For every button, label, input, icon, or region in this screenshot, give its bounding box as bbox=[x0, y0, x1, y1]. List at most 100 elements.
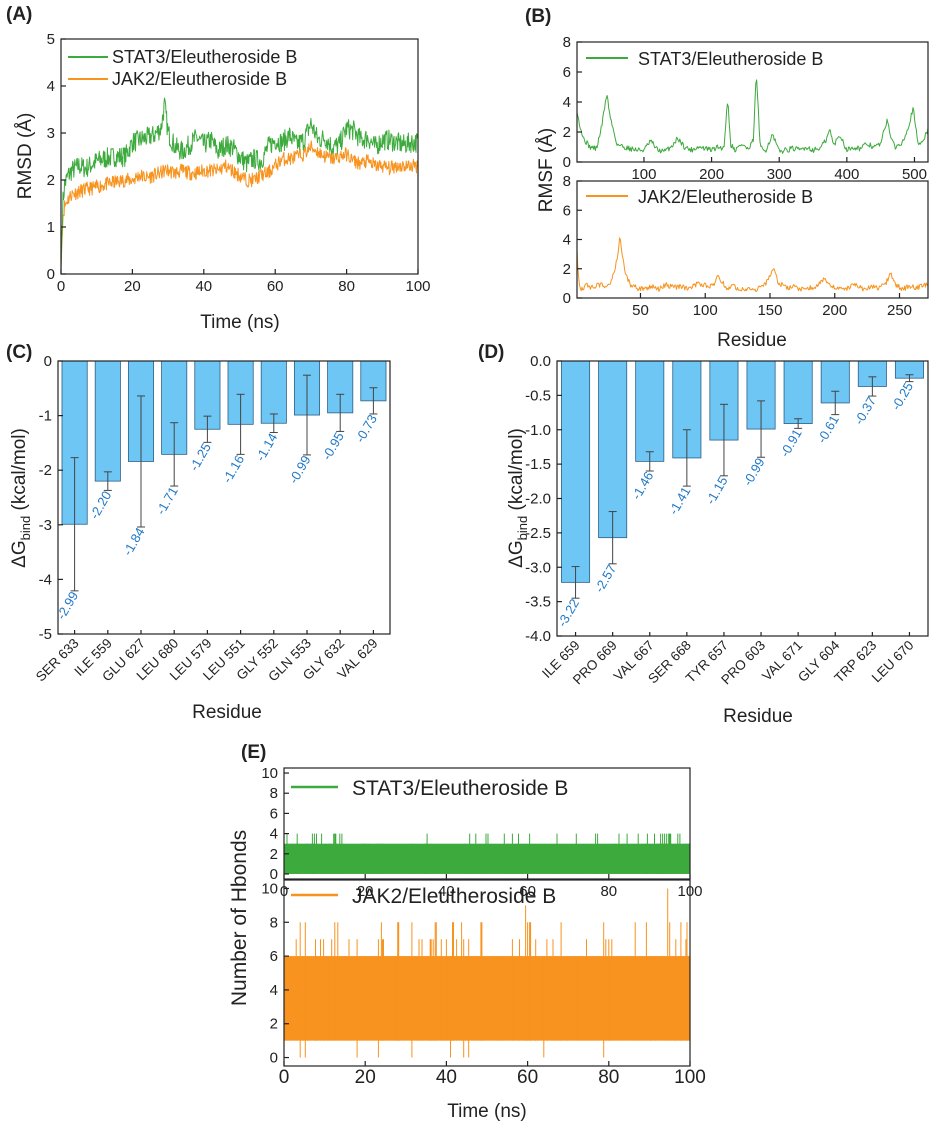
panel-c-binding-energy-chart: -2.99-2.20-1.84-1.71-1.25 -1.16-1.14-0.99… bbox=[9, 353, 391, 723]
panel-b-1-xtick-label: 50 bbox=[632, 302, 649, 319]
panel-b-1-ytick-label: 6 bbox=[563, 202, 571, 219]
panel-d-binding-energy-chart: -3.22-2.57-1.46 -1.41 -1.15-0.99-0.91 -0.61… bbox=[506, 353, 929, 727]
panel-c-value-label: -1.84 bbox=[120, 525, 148, 558]
panel-e-0-xtick-label: 80 bbox=[600, 883, 617, 900]
panel-a-plot-area bbox=[60, 97, 419, 270]
panel-c-value-label: -1.71 bbox=[153, 484, 181, 517]
panel-b-legend-top: STAT3/Eleutheroside B bbox=[586, 49, 823, 69]
panel-b-1-xtick-label: 150 bbox=[757, 302, 782, 319]
panel-b-0-xtick-label: 300 bbox=[767, 166, 792, 183]
panel-b-bottom-axes: 50 100 150 200 250 0 2 4 6 8 bbox=[563, 173, 912, 319]
panel-d-ytick-label: -1.5 bbox=[525, 456, 551, 473]
panel-a-xtick-label: 60 bbox=[267, 278, 284, 295]
panel-a-axes: 0 20 40 60 80 100 0 1 2 3 4 5 bbox=[47, 31, 431, 295]
panel-d-bars: -3.22-2.57-1.46 -1.41 -1.15-0.99-0.91 -0.61… bbox=[554, 360, 924, 629]
panel-c-bars: -2.99-2.20-1.84-1.71-1.25 -1.16-1.14-0.99… bbox=[53, 360, 387, 622]
legend-label-jak2-e: JAK2/Eleutheroside B bbox=[352, 885, 556, 908]
panel-e-1-xtick-label: 20 bbox=[355, 1067, 376, 1088]
panel-e-1-xtick-label: 40 bbox=[436, 1067, 457, 1088]
panel-e-1-ytick-label: 6 bbox=[270, 948, 278, 965]
panel-d-value-label: -0.25 bbox=[888, 380, 916, 413]
panel-e-bottom-axes: 0 20 40 60 80 100 0 2 4 6 8 10 bbox=[261, 880, 706, 1088]
panel-e-0-ytick-label: 6 bbox=[270, 805, 278, 822]
panel-a-legend: STAT3/Eleutheroside B JAK2/Eleutheroside… bbox=[68, 47, 297, 89]
panel-e-0-ytick-label: 10 bbox=[261, 765, 278, 782]
panel-e-top-frame bbox=[283, 767, 691, 880]
panel-b-0-ytick-label: 8 bbox=[563, 34, 571, 51]
panel-d-ytick-label: -3.0 bbox=[525, 559, 551, 576]
series-jak2-rmsd-line bbox=[60, 140, 419, 270]
panel-e-1-xtick-label: 60 bbox=[517, 1067, 538, 1088]
panel-d-ylabel: ΔGbind (kcal/mol) bbox=[506, 428, 530, 568]
panel-c-ylabel: ΔGbind (kcal/mol) bbox=[9, 428, 33, 568]
panel-e-legend-bottom: JAK2/Eleutheroside B bbox=[291, 885, 556, 908]
panel-e-1-ytick-label: 10 bbox=[261, 880, 278, 897]
panel-e-0-ytick-label: 2 bbox=[270, 846, 278, 863]
panel-c-value-label: -0.99 bbox=[286, 453, 314, 486]
panel-c-ytick-label: -2 bbox=[39, 462, 52, 479]
panel-b-0-ytick-label: 2 bbox=[563, 124, 571, 141]
panel-d-value-label: -0.37 bbox=[851, 394, 879, 427]
panel-b-top-plot-area bbox=[576, 79, 929, 154]
panel-b-1-xtick-label: 100 bbox=[693, 302, 718, 319]
panel-d-bar bbox=[783, 360, 813, 424]
panel-e-0-ytick-label: 8 bbox=[270, 785, 278, 802]
panel-b-1-ytick-label: 0 bbox=[563, 290, 571, 307]
hbond-band-0 bbox=[284, 843, 690, 874]
panel-e-1-xtick-label: 100 bbox=[674, 1067, 706, 1088]
panel-label-c: (C) bbox=[6, 342, 32, 363]
panel-b-legend-bottom: JAK2/Eleutheroside B bbox=[586, 187, 813, 207]
panel-e-0-xtick-label: 40 bbox=[438, 883, 455, 900]
panel-c-value-label: -1.16 bbox=[219, 452, 247, 485]
panel-c-value-label: -1.14 bbox=[253, 431, 281, 464]
panel-label-e: (E) bbox=[241, 742, 266, 763]
panel-b-0-ytick-label: 6 bbox=[563, 64, 571, 81]
panel-e-0-xtick-label: 60 bbox=[519, 883, 536, 900]
panel-e-bottom-frame bbox=[283, 879, 691, 1067]
panel-a-xtick-label: 0 bbox=[57, 278, 65, 295]
panel-b-0-ytick-label: 0 bbox=[563, 154, 571, 171]
panel-d-ytick-label: -3.5 bbox=[525, 594, 551, 611]
panel-c-ytick-label: -5 bbox=[39, 626, 52, 643]
series-stat3-rmsd-line bbox=[60, 97, 419, 270]
panel-b-0-xtick-label: 400 bbox=[834, 166, 859, 183]
panel-b-0-xtick-label: 200 bbox=[699, 166, 724, 183]
panel-e-0-ytick-label: 4 bbox=[270, 826, 278, 843]
panel-b-xlabel: Residue bbox=[717, 330, 787, 351]
panel-e-bottom-plot-area bbox=[283, 888, 690, 1058]
panel-d-xlabel: Residue bbox=[723, 706, 793, 727]
panel-b-1-ytick-label: 2 bbox=[563, 261, 571, 278]
panel-d-value-label: -0.91 bbox=[777, 426, 805, 459]
panel-a-ytick-label: 3 bbox=[47, 125, 55, 142]
legend-label-jak2: JAK2/Eleutheroside B bbox=[112, 69, 287, 89]
panel-c-frame bbox=[57, 360, 391, 635]
legend-label-stat3-e: STAT3/Eleutheroside B bbox=[352, 777, 568, 800]
legend-label-stat3: STAT3/Eleutheroside B bbox=[112, 47, 297, 67]
panel-b-0-xtick-label: 500 bbox=[902, 166, 927, 183]
panel-a-xlabel: Time (ns) bbox=[200, 312, 280, 333]
panel-e-1-ytick-label: 2 bbox=[270, 1016, 278, 1033]
panel-e-1-xtick-label: 0 bbox=[279, 1067, 290, 1088]
panel-e-top-plot-area bbox=[283, 833, 690, 874]
panel-d-bar bbox=[635, 360, 665, 462]
panel-a-xtick-label: 20 bbox=[124, 278, 141, 295]
panel-a-ylabel: RMSD (Å) bbox=[15, 113, 36, 200]
panel-b-0-xtick-label: 100 bbox=[631, 166, 656, 183]
series-rmsf-line-1 bbox=[576, 237, 929, 292]
panel-d-value-label: -1.46 bbox=[629, 469, 657, 502]
panel-d-ytick-label: -1.0 bbox=[525, 422, 551, 439]
panel-a-rmsd-chart: 0 20 40 60 80 100 0 1 2 3 4 5 Time (ns) RMSD (Å) ST… bbox=[15, 31, 431, 333]
panel-d-ytick-label: -2.0 bbox=[525, 491, 551, 508]
panel-a-frame bbox=[60, 38, 419, 275]
panel-b-1-xtick-label: 200 bbox=[822, 302, 847, 319]
panel-e-ylabel: Number of Hbonds bbox=[228, 830, 251, 1006]
panel-label-b: (B) bbox=[525, 6, 551, 27]
panel-b-1-xtick-label: 250 bbox=[887, 302, 912, 319]
panel-e-0-ytick-label: 0 bbox=[270, 866, 278, 883]
panel-a-ytick-label: 5 bbox=[47, 31, 55, 48]
panel-c-ytick-label: -4 bbox=[39, 571, 52, 588]
panel-e-1-ytick-label: 8 bbox=[270, 914, 278, 931]
panel-d-value-label: -1.15 bbox=[703, 474, 731, 507]
panel-label-d: (D) bbox=[478, 342, 504, 363]
